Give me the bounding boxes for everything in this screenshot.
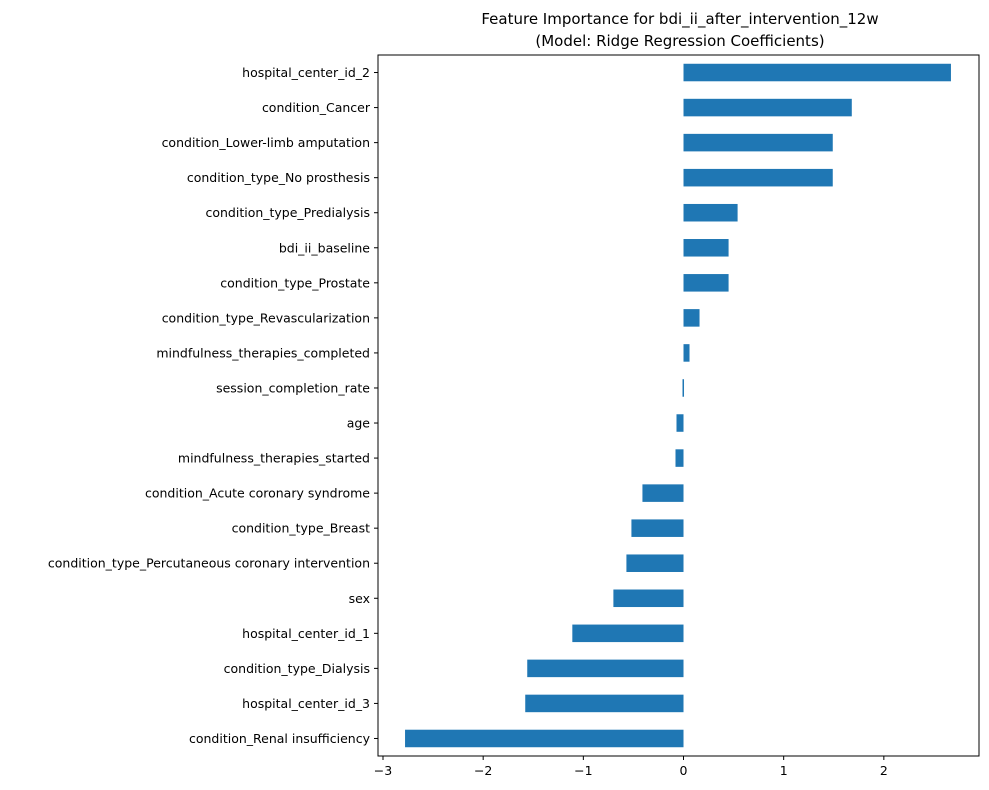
y-tick-label: condition_Renal insufficiency <box>189 731 371 746</box>
plot-frame <box>377 54 980 757</box>
y-tick-label: condition_Lower-limb amputation <box>162 135 370 150</box>
y-tick-label: age <box>347 416 371 431</box>
bar-12 <box>642 484 684 502</box>
bar-6 <box>683 274 729 292</box>
y-tick-label: condition_type_Breast <box>232 521 371 536</box>
y-tick-label: mindfulness_therapies_completed <box>156 345 370 360</box>
bar-15 <box>613 589 684 608</box>
y-tick-label: condition_type_Predialysis <box>205 205 370 220</box>
x-axis-ticks: −3 −2 −1 0 1 2 <box>374 756 888 778</box>
bars-group <box>405 63 951 748</box>
bar-11 <box>675 449 684 467</box>
bar-4 <box>683 203 738 222</box>
y-tick-label: hospital_center_id_3 <box>242 696 370 711</box>
x-tick-label: −3 <box>374 763 392 778</box>
y-tick-label: condition_type_No prosthesis <box>187 170 370 185</box>
y-tick-label: condition_type_Dialysis <box>224 661 370 676</box>
y-tick-label: condition_type_Prostate <box>220 275 370 290</box>
x-tick-label: −1 <box>574 763 592 778</box>
bar-17 <box>527 659 684 678</box>
y-tick-label: bdi_ii_baseline <box>279 240 370 255</box>
chart-subtitle: (Model: Ridge Regression Coefficients) <box>535 32 824 50</box>
bar-13 <box>631 519 684 537</box>
y-tick-label: condition_type_Revascularization <box>162 310 370 325</box>
bar-18 <box>525 694 684 713</box>
bar-1 <box>683 98 852 117</box>
bar-19 <box>405 729 684 748</box>
bar-10 <box>676 414 684 432</box>
y-tick-label: hospital_center_id_1 <box>242 626 370 641</box>
y-tick-label: condition_Acute coronary syndrome <box>145 486 370 501</box>
y-tick-label: sex <box>349 591 370 606</box>
y-tick-label: session_completion_rate <box>216 380 370 395</box>
y-tick-label: condition_Cancer <box>262 100 371 115</box>
bar-2 <box>683 133 833 152</box>
bar-7 <box>683 309 700 327</box>
y-tick-label: hospital_center_id_2 <box>242 65 370 80</box>
bar-9 <box>682 379 685 397</box>
bar-0 <box>683 63 951 82</box>
bar-16 <box>572 624 684 643</box>
x-tick-label: 1 <box>780 763 788 778</box>
y-axis-ticks: hospital_center_id_2 condition_Cancercond… <box>48 65 378 746</box>
x-tick-label: 0 <box>680 763 688 778</box>
bar-5 <box>683 239 729 257</box>
bar-14 <box>626 554 684 572</box>
bar-8 <box>683 344 690 362</box>
y-tick-label: mindfulness_therapies_started <box>178 451 370 466</box>
chart-title: Feature Importance for bdi_ii_after_inte… <box>481 10 878 29</box>
x-tick-label: 2 <box>880 763 888 778</box>
y-tick-label: condition_type_Percutaneous coronary int… <box>48 556 370 571</box>
x-tick-label: −2 <box>474 763 492 778</box>
bar-3 <box>683 168 833 187</box>
